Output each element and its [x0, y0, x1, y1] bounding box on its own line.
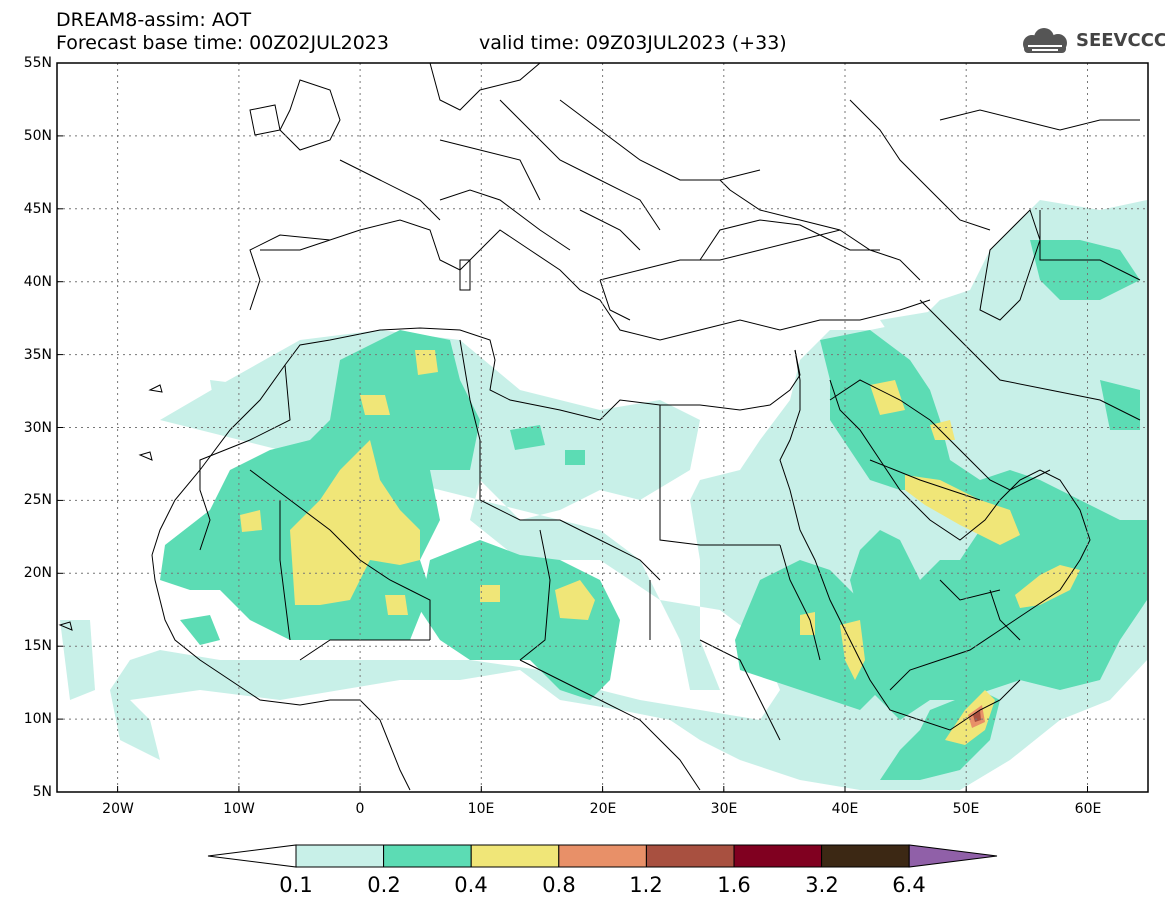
- colorbar-label-0-4: 0.4: [454, 873, 488, 897]
- title-line-1: DREAM8-assim: AOT: [56, 9, 252, 31]
- coastlines: [58, 63, 1091, 791]
- colorbar-label-0-8: 0.8: [542, 873, 576, 897]
- logo-text: SEEVCCC: [1076, 30, 1165, 51]
- colorbar-seg-3-2: [821, 844, 910, 868]
- lat-label-40n: 40N: [23, 274, 52, 290]
- lon-label-20e: 20E: [589, 801, 617, 817]
- lat-label-45n: 45N: [23, 201, 52, 217]
- seevccc-cloud-logo-icon: [1023, 28, 1067, 53]
- colorbar-seg-1-6: [733, 844, 823, 868]
- lon-label-40e: 40E: [831, 801, 859, 817]
- lon-label-0: 0: [355, 801, 365, 817]
- colorbar-seg-0-8: [558, 844, 647, 868]
- lat-label-25n: 25N: [23, 492, 52, 508]
- colorbar-label-1-2: 1.2: [629, 873, 663, 897]
- colorbar-seg-lt-0-1: [207, 844, 297, 868]
- gridlines: [57, 63, 1148, 792]
- aot-level-0-4: [240, 350, 1080, 745]
- colorbar-label-3-2: 3.2: [805, 873, 839, 897]
- title-line-2: Forecast base time: 00Z02JUL2023: [56, 32, 389, 54]
- lat-label-50n: 50N: [23, 128, 52, 144]
- colorbar-seg-0-4: [470, 844, 560, 868]
- colorbar-label-6-4: 6.4: [892, 873, 926, 897]
- valid-time: valid time: 09Z03JUL2023 (+33): [479, 32, 787, 54]
- colorbar-label-0-1: 0.1: [279, 873, 313, 897]
- lon-label-20w: 20W: [102, 801, 134, 817]
- country-borders: [199, 99, 1141, 791]
- tick-marks: [57, 135, 1088, 792]
- lat-label-5n: 5N: [32, 784, 52, 800]
- lat-label-55n: 55N: [23, 55, 52, 71]
- lon-label-10e: 10E: [467, 801, 495, 817]
- colorbar-seg-gt-6-4: [908, 844, 998, 868]
- colorbar-seg-0-1: [295, 844, 385, 868]
- lat-label-15n: 15N: [23, 638, 52, 654]
- lon-label-30e: 30E: [710, 801, 738, 817]
- lon-label-60e: 60E: [1074, 801, 1102, 817]
- lon-label-50e: 50E: [952, 801, 980, 817]
- lat-label-35n: 35N: [23, 347, 52, 363]
- lat-label-10n: 10N: [23, 711, 52, 727]
- lon-label-10w: 10W: [223, 801, 255, 817]
- colorbar-label-1-6: 1.6: [717, 873, 751, 897]
- colorbar-seg-1-2: [645, 844, 735, 868]
- colorbar-label-0-2: 0.2: [367, 873, 401, 897]
- colorbar: [207, 844, 998, 868]
- lat-label-30n: 30N: [23, 420, 52, 436]
- colorbar-seg-0-2: [383, 844, 472, 868]
- lat-label-20n: 20N: [23, 565, 52, 581]
